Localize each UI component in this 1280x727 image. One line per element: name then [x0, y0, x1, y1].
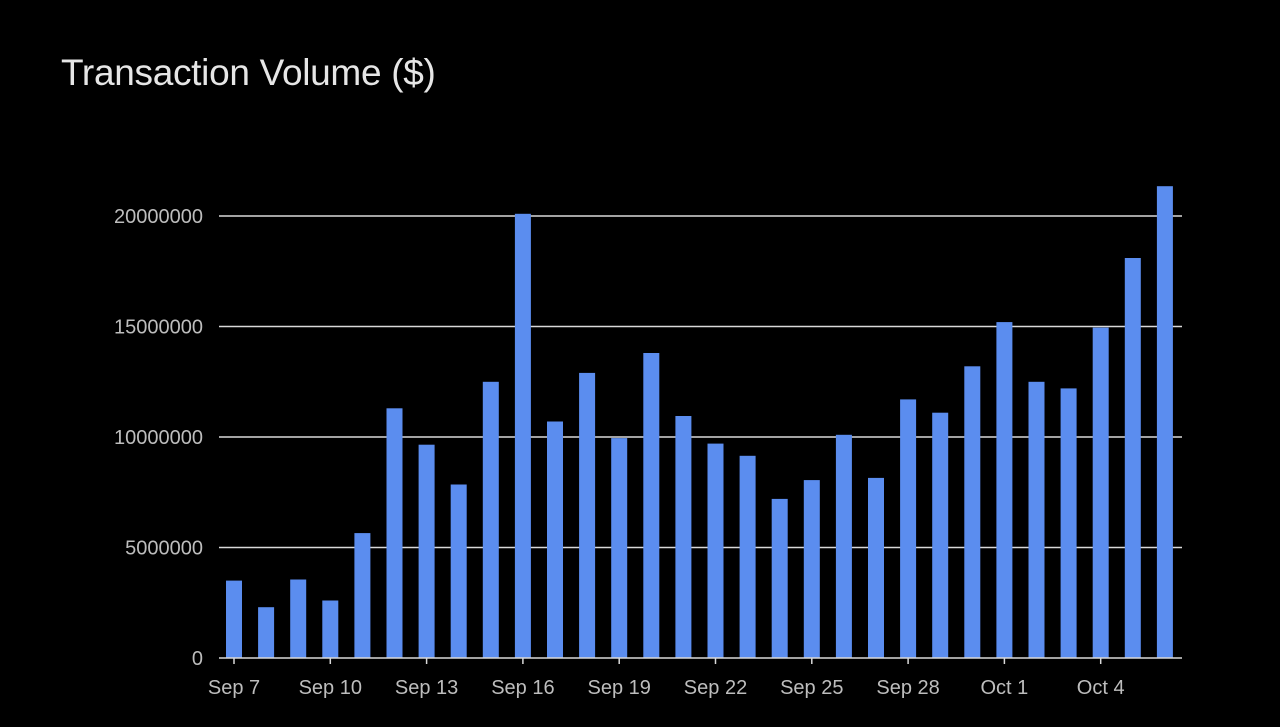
bars: [226, 186, 1173, 659]
bar-sep-27: [868, 477, 884, 658]
bar-sep-30: [964, 366, 981, 658]
bar-sep-29: [932, 412, 949, 658]
bar-sep-13: [418, 444, 435, 658]
bar-sep-12: [386, 408, 403, 658]
bar-sep-20: [643, 353, 660, 658]
x-tick-label: Sep 16: [491, 677, 554, 699]
gridlines: [219, 215, 1182, 549]
x-tick-label: Oct 1: [981, 677, 1029, 699]
bar-sep-9: [290, 579, 307, 658]
bar-oct-6: [1156, 186, 1173, 658]
y-tick-label: 5000000: [125, 538, 203, 560]
bar-sep-21: [675, 416, 692, 658]
bar-sep-10: [322, 600, 339, 658]
x-tick-label: Sep 10: [299, 677, 362, 699]
y-tick-label: 10000000: [114, 427, 203, 449]
bar-oct-4: [1092, 327, 1109, 658]
x-tick-label: Sep 7: [208, 677, 260, 699]
bar-sep-18: [579, 372, 596, 658]
bar-oct-2: [1028, 381, 1045, 659]
bar-oct-5: [1124, 258, 1141, 658]
bar-sep-16: [514, 213, 531, 659]
bar-sep-17: [547, 421, 563, 658]
x-tick-label: Sep 28: [876, 677, 939, 699]
bar-oct-1: [996, 322, 1013, 658]
bar-sep-26: [835, 434, 852, 658]
y-tick-label: 20000000: [114, 206, 203, 228]
tick-labels: 0 5000000 10000000 15000000 20000000 Sep 7 Sep…: [114, 206, 1125, 699]
x-tick-label: Sep 19: [588, 677, 651, 699]
bar-sep-28: [900, 399, 917, 658]
y-tick-label: 0: [192, 648, 203, 670]
x-tick-label: Oct 4: [1077, 677, 1125, 699]
bar-sep-23: [739, 455, 756, 658]
bar-sep-15: [482, 381, 499, 659]
y-tick-label: 15000000: [114, 317, 203, 339]
bar-sep-11: [354, 533, 371, 658]
x-tick-label: Sep 25: [780, 677, 843, 699]
bar-sep-19: [611, 438, 628, 658]
bar-sep-22: [707, 443, 724, 658]
bar-sep-8: [258, 607, 275, 658]
x-tick-label: Sep 13: [395, 677, 458, 699]
axes: [219, 657, 1182, 664]
bar-sep-14: [450, 484, 467, 658]
bar-sep-24: [771, 498, 788, 658]
bar-sep-25: [803, 480, 820, 658]
x-tick-label: Sep 22: [684, 677, 747, 699]
bar-sep-7: [226, 580, 242, 658]
bar-oct-3: [1060, 388, 1077, 658]
chart-title: Transaction Volume ($): [61, 52, 436, 93]
